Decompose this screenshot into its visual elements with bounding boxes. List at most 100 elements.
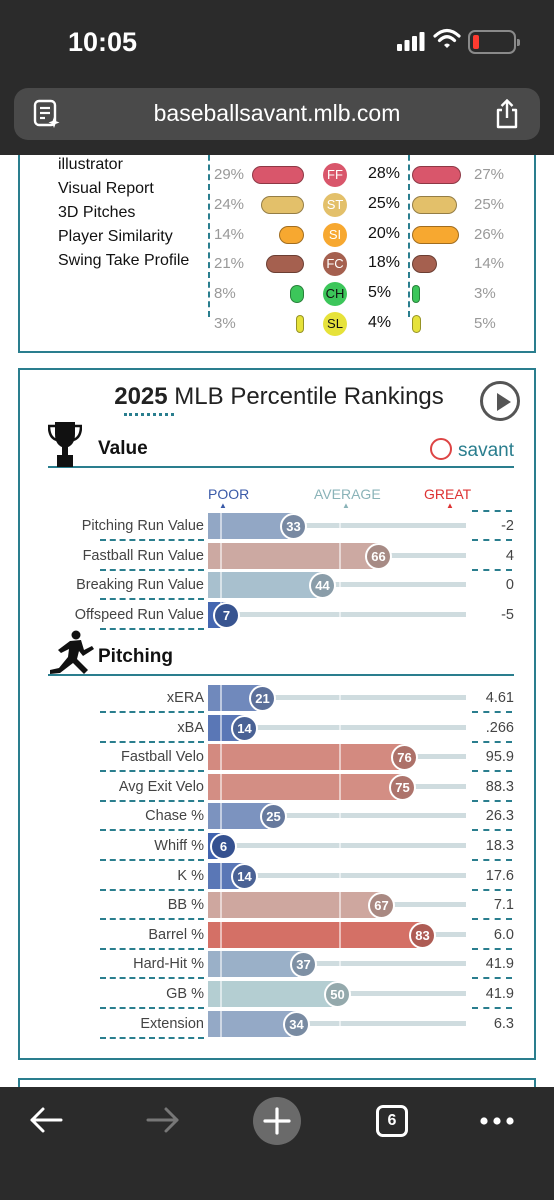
percentile-circle: 25	[260, 803, 287, 831]
metric-value: 4	[505, 547, 514, 564]
metric-row[interactable]: Breaking Run Value 44 0	[20, 571, 538, 601]
metric-value: 17.6	[485, 867, 514, 884]
metric-row[interactable]: Barrel % 83 6.0	[20, 921, 538, 951]
address-bar[interactable]: baseballsavant.mlb.com	[14, 88, 540, 140]
metric-label: Extension	[140, 1015, 204, 1032]
next-card	[18, 1078, 536, 1087]
pitch-type-badge[interactable]: CH	[323, 282, 347, 306]
arsenal-mid-pct: 28%	[368, 165, 401, 182]
metric-value: 6.3	[493, 1015, 514, 1032]
value-divider	[472, 711, 512, 713]
pitch-type-badge[interactable]: SI	[323, 223, 347, 247]
pitch-type-badge[interactable]: FF	[323, 163, 347, 187]
percentile-track	[208, 843, 466, 848]
metric-divider	[100, 627, 204, 630]
scale-label-average: AVERAGE	[314, 486, 381, 502]
arsenal-right-usage-bar	[412, 226, 459, 244]
percentile-track	[208, 813, 466, 819]
percentile-circle: 67	[368, 892, 395, 920]
baseball-icon	[430, 438, 453, 460]
value-divider	[472, 568, 512, 571]
metric-row[interactable]: Pitching Run Value 33 -2	[20, 510, 538, 542]
metric-divider	[100, 1007, 204, 1009]
value-divider	[472, 740, 512, 743]
metric-divider	[100, 568, 204, 571]
menu-link-illustrator[interactable]: illustrator	[58, 156, 123, 173]
metric-divider	[100, 740, 204, 743]
arsenal-left-usage-bar	[296, 315, 304, 333]
menu-link-visual-report[interactable]: Visual Report	[58, 180, 154, 197]
metric-value: 41.9	[485, 956, 514, 973]
value-divider	[472, 977, 512, 980]
metric-value: .266	[485, 719, 514, 736]
arsenal-mid-pct: 18%	[368, 254, 401, 271]
metric-divider	[100, 947, 204, 950]
percentile-track	[208, 523, 466, 528]
pitch-type-badge[interactable]: ST	[323, 193, 347, 217]
arsenal-right-pct: 14%	[474, 255, 505, 272]
trophy-icon	[48, 422, 82, 467]
pitching-section-header: Pitching	[48, 630, 514, 676]
metric-divider	[100, 539, 204, 541]
menu-link-3d-pitches[interactable]: 3D Pitches	[58, 204, 136, 221]
percentile-bar	[208, 921, 422, 948]
menu-link-swing-take-profile[interactable]: Swing Take Profile	[58, 252, 190, 269]
percentile-track	[208, 724, 466, 730]
arsenal-left-pct: 14%	[214, 226, 245, 243]
metric-row[interactable]: Fastball Velo 76 95.9	[20, 743, 538, 773]
savant-logo[interactable]: savant	[430, 438, 514, 462]
metric-row[interactable]: Offspeed Run Value 7 -5	[20, 601, 538, 631]
value-divider	[472, 1007, 512, 1009]
arsenal-row: 8% CH 5% 3%	[20, 281, 538, 311]
value-divider	[472, 539, 512, 541]
metric-divider	[100, 977, 204, 980]
arsenal-left-pct: 29%	[214, 166, 245, 183]
percentile-track	[208, 611, 466, 617]
metric-value: 0	[505, 577, 514, 594]
forward-arrow-icon[interactable]	[145, 1105, 181, 1135]
metric-row[interactable]: Chase % 25 26.3	[20, 802, 538, 832]
metric-row[interactable]: xERA 21 4.61	[20, 684, 538, 714]
value-divider	[472, 859, 512, 861]
share-icon[interactable]	[494, 99, 520, 129]
metric-row[interactable]: Fastball Run Value 66 4	[20, 542, 538, 572]
more-menu-icon[interactable]	[480, 1117, 514, 1125]
metric-value: 41.9	[485, 986, 514, 1002]
percentile-track	[208, 961, 466, 967]
metric-row[interactable]: GB % 50 41.9	[20, 980, 538, 1010]
arsenal-right-usage-bar	[412, 315, 421, 333]
new-tab-button[interactable]	[253, 1097, 301, 1145]
percentile-title-text: MLB Percentile Rankings	[174, 383, 444, 410]
percentile-circle: 21	[249, 685, 276, 712]
metric-label: GB %	[166, 986, 204, 1002]
arsenal-right-usage-bar	[412, 285, 420, 303]
arsenal-left-pct: 24%	[214, 196, 245, 213]
play-button[interactable]	[480, 381, 520, 421]
arsenal-left-pct: 21%	[214, 255, 245, 272]
metric-row[interactable]: Whiff % 6 18.3	[20, 832, 538, 862]
metric-divider	[100, 598, 204, 601]
metric-label: Chase %	[145, 808, 204, 825]
menu-link-player-similarity[interactable]: Player Similarity	[58, 228, 173, 245]
tabs-button[interactable]: 6	[376, 1105, 408, 1137]
percentile-track	[208, 1020, 466, 1026]
metric-row[interactable]: BB % 67 7.1	[20, 891, 538, 921]
pitcher-icon	[50, 630, 94, 674]
percentile-track	[208, 582, 466, 588]
metric-label: Barrel %	[148, 926, 204, 943]
back-arrow-icon[interactable]	[28, 1105, 64, 1135]
pitch-type-badge[interactable]: SL	[323, 312, 347, 336]
metric-row[interactable]: xBA 14 .266	[20, 714, 538, 744]
percentile-bar	[208, 892, 381, 919]
percentile-circle: 14	[231, 714, 258, 742]
metric-row[interactable]: K % 14 17.6	[20, 862, 538, 892]
arsenal-right-pct: 25%	[474, 196, 505, 213]
reader-mode-icon[interactable]	[33, 99, 61, 129]
metric-row[interactable]: Avg Exit Velo 75 88.3	[20, 773, 538, 803]
arsenal-left-usage-bar	[279, 226, 304, 244]
pitch-type-badge[interactable]: FC	[323, 252, 347, 276]
metric-row[interactable]: Extension 34 6.3	[20, 1010, 538, 1040]
url-text[interactable]: baseballsavant.mlb.com	[153, 100, 401, 126]
metric-value: -5	[501, 606, 514, 623]
metric-row[interactable]: Hard-Hit % 37 41.9	[20, 950, 538, 980]
